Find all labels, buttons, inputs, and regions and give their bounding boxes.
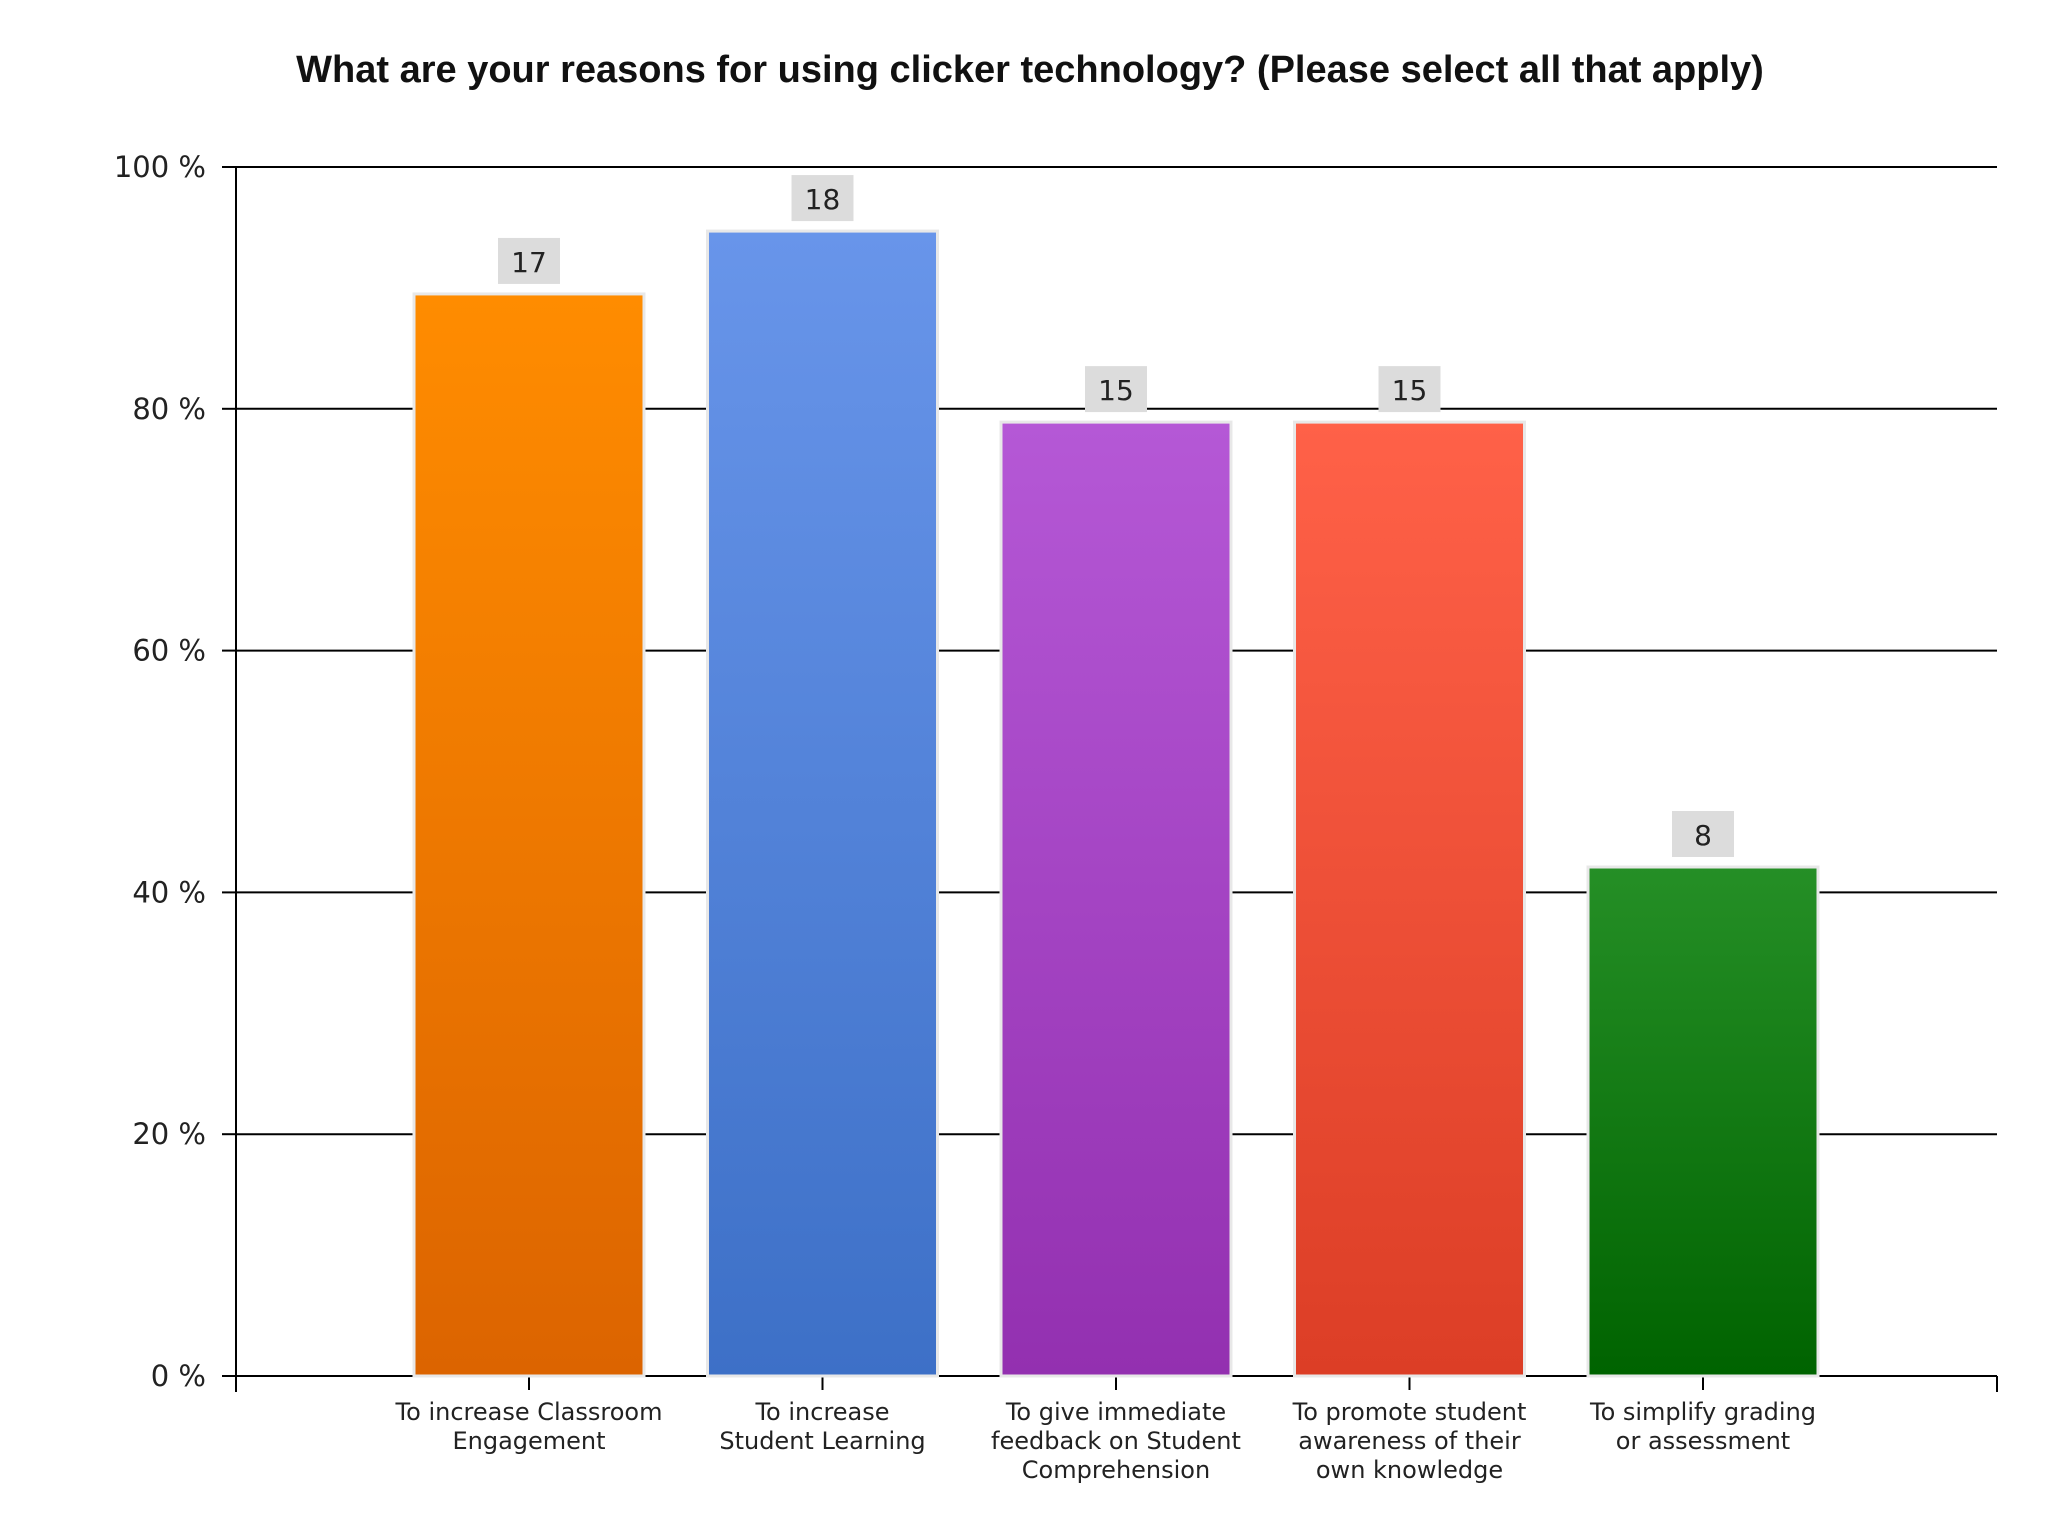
category-label: To promote student awareness of their own … xyxy=(1292,1398,1527,1484)
data-labels: 17 18 15 15 8 xyxy=(498,175,1734,858)
bar xyxy=(1293,420,1526,1378)
data-label: 17 xyxy=(511,246,547,279)
data-label-box xyxy=(1085,366,1147,413)
data-label-box xyxy=(791,175,854,222)
category-label: To simplify grading or assessment xyxy=(1589,1398,1816,1455)
bar xyxy=(706,229,939,1378)
y-tick-label: 100 % xyxy=(114,150,206,184)
y-tick-label: 60 % xyxy=(132,634,206,668)
chart-title: What are your reasons for using clicker … xyxy=(296,49,1764,91)
y-tick-label: 40 % xyxy=(132,875,206,909)
category-label: To increase Student Learning xyxy=(719,1398,925,1455)
category-label: To increase Classroom Engagement xyxy=(395,1398,663,1455)
y-tick-label: 0 % xyxy=(151,1359,206,1393)
category-labels: To increase Classroom Engagement To increa… xyxy=(395,1398,1816,1484)
y-tick-label: 80 % xyxy=(132,392,206,426)
bar xyxy=(1586,865,1820,1378)
data-label: 15 xyxy=(1392,374,1428,407)
bar xyxy=(412,292,646,1378)
data-label: 8 xyxy=(1694,819,1712,852)
bar xyxy=(999,420,1233,1378)
data-label-box xyxy=(1378,366,1441,413)
data-label: 18 xyxy=(805,183,841,216)
y-tick-label: 20 % xyxy=(132,1117,206,1151)
bars xyxy=(412,229,1820,1378)
data-label: 15 xyxy=(1098,374,1134,407)
data-label-box xyxy=(1672,811,1734,858)
data-label-box xyxy=(498,237,560,284)
category-label: To give immediate feedback on Student Comp… xyxy=(991,1398,1241,1484)
